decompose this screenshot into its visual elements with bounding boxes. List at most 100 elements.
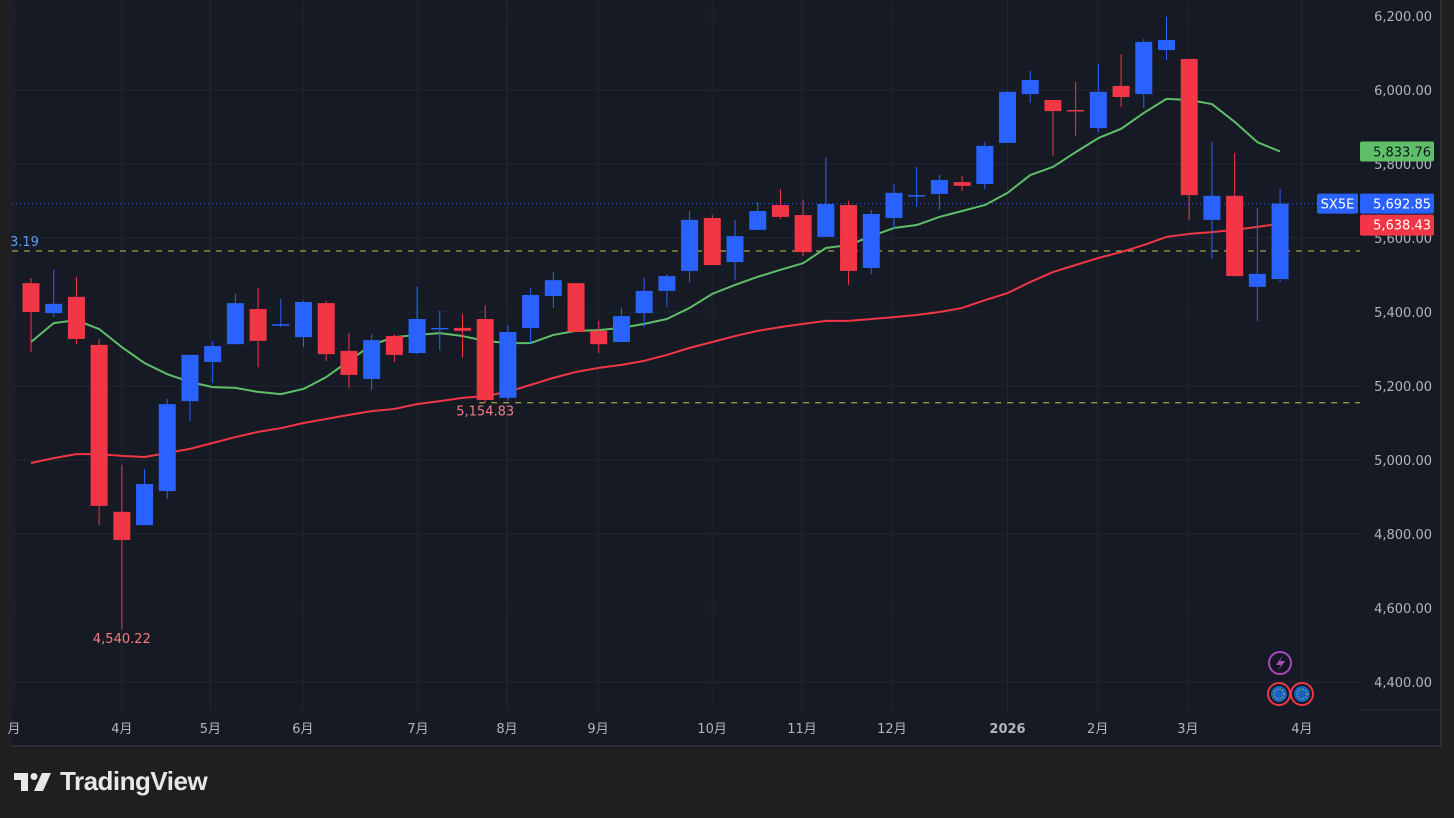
candle-body: [113, 511, 131, 540]
tradingview-logo-icon: [14, 772, 51, 791]
candle: [976, 142, 994, 190]
candle: [22, 277, 40, 352]
candle: [1112, 54, 1130, 108]
price-tick-label: 4,800.00: [1374, 528, 1432, 543]
candle-body: [1226, 195, 1244, 277]
swing-price-label: 5,154.83: [456, 405, 514, 420]
candle: [703, 215, 721, 266]
candle-body: [136, 484, 154, 526]
candle-body: [862, 213, 880, 268]
candle: [317, 300, 335, 362]
candle: [612, 307, 630, 342]
candle: [840, 201, 858, 285]
candle-body: [1135, 41, 1153, 95]
tradingview-logo[interactable]: TradingView: [14, 766, 208, 797]
candle-body: [499, 331, 517, 398]
lightning-event-icon[interactable]: [1268, 651, 1292, 675]
candle-body: [67, 296, 85, 340]
candle: [908, 166, 926, 207]
candle-body: [1021, 80, 1039, 95]
candle-body: [45, 303, 63, 314]
candle: [1226, 152, 1244, 277]
candle: [249, 287, 267, 368]
candle: [999, 91, 1017, 143]
price-tick-label: 5,000.00: [1374, 454, 1432, 469]
candle-body: [1180, 58, 1198, 196]
candle: [113, 464, 131, 631]
candle-body: [408, 319, 426, 354]
candle-body: [1248, 273, 1266, 287]
candle-body: [340, 350, 358, 375]
price-tick-label: 6,000.00: [1374, 84, 1432, 99]
time-tick-label: 11月: [787, 722, 817, 737]
candle-body: [317, 303, 335, 355]
candle: [363, 334, 381, 391]
eu-flag-icon[interactable]: [1267, 682, 1291, 706]
price-tick-label: 4,400.00: [1374, 676, 1432, 691]
candle: [158, 398, 176, 499]
candles: [22, 17, 1289, 631]
price-tick-label: 4,600.00: [1374, 602, 1432, 617]
chart-frame[interactable]: [12, 0, 1442, 747]
time-tick-label: 月: [7, 722, 20, 737]
candle-body: [158, 404, 176, 492]
time-tick-label: 12月: [877, 722, 907, 737]
candle-body: [453, 327, 471, 331]
candle: [635, 277, 653, 328]
time-tick-label: 3月: [1177, 722, 1198, 737]
candle-body: [295, 302, 313, 338]
candle-body: [681, 219, 699, 271]
candle: [1158, 17, 1175, 61]
candle: [1044, 99, 1062, 156]
candle-body: [771, 205, 789, 217]
candle-body: [953, 182, 971, 186]
candle-body: [363, 340, 381, 379]
candle-body: [385, 336, 403, 355]
candle-body: [999, 91, 1017, 143]
price-axis: 6,200.00 6,000.00 5,800.00 5,600.00 5,400.00…: [1360, 10, 1440, 711]
candle-body: [181, 354, 199, 402]
candle-body: [612, 316, 630, 342]
price-tick-label: 5,400.00: [1374, 306, 1432, 321]
symbol-tag[interactable]: [1317, 193, 1358, 214]
candle-body: [976, 145, 994, 184]
candle-body: [840, 205, 858, 271]
candle-body: [22, 283, 40, 312]
ma-fast-price-text: 5,833.76: [1373, 146, 1431, 161]
candle: [1135, 38, 1153, 109]
candle: [590, 320, 608, 354]
candle: [431, 310, 449, 351]
candle-body: [817, 203, 835, 237]
low-price-label: 4,540.22: [93, 632, 151, 647]
candle: [567, 283, 585, 332]
candle-body: [249, 309, 267, 341]
candle: [226, 293, 244, 345]
price-tick-label: 5,600.00: [1374, 232, 1432, 247]
ma-slow-price-text: 5,638.43: [1373, 219, 1431, 234]
candle: [45, 269, 63, 318]
time-tick-label: 6月: [292, 722, 313, 737]
candle: [181, 354, 199, 422]
time-axis: 月 4月 5月 6月 7月 8月 9月 10月 11月 12月 2026 2月 3月 4月: [7, 722, 1312, 737]
candle-body: [1089, 91, 1107, 129]
candle: [658, 273, 676, 307]
candle-body: [1271, 203, 1289, 280]
candle: [930, 175, 948, 210]
candle: [295, 300, 313, 348]
candle-body: [567, 283, 585, 332]
grid: [12, 0, 1360, 710]
candle: [340, 333, 358, 388]
eu-flag-icon[interactable]: [1290, 682, 1314, 706]
candle-body: [1203, 195, 1221, 220]
candle-body: [749, 210, 767, 230]
candle: [726, 219, 744, 281]
candle-body: [272, 324, 290, 326]
candle: [204, 340, 222, 384]
candle-body: [522, 294, 540, 328]
candle: [408, 286, 426, 355]
time-tick-label: 8月: [496, 722, 517, 737]
ma-fast-price-tag: [1360, 141, 1434, 162]
candle: [1271, 189, 1289, 283]
candle: [1248, 208, 1266, 321]
